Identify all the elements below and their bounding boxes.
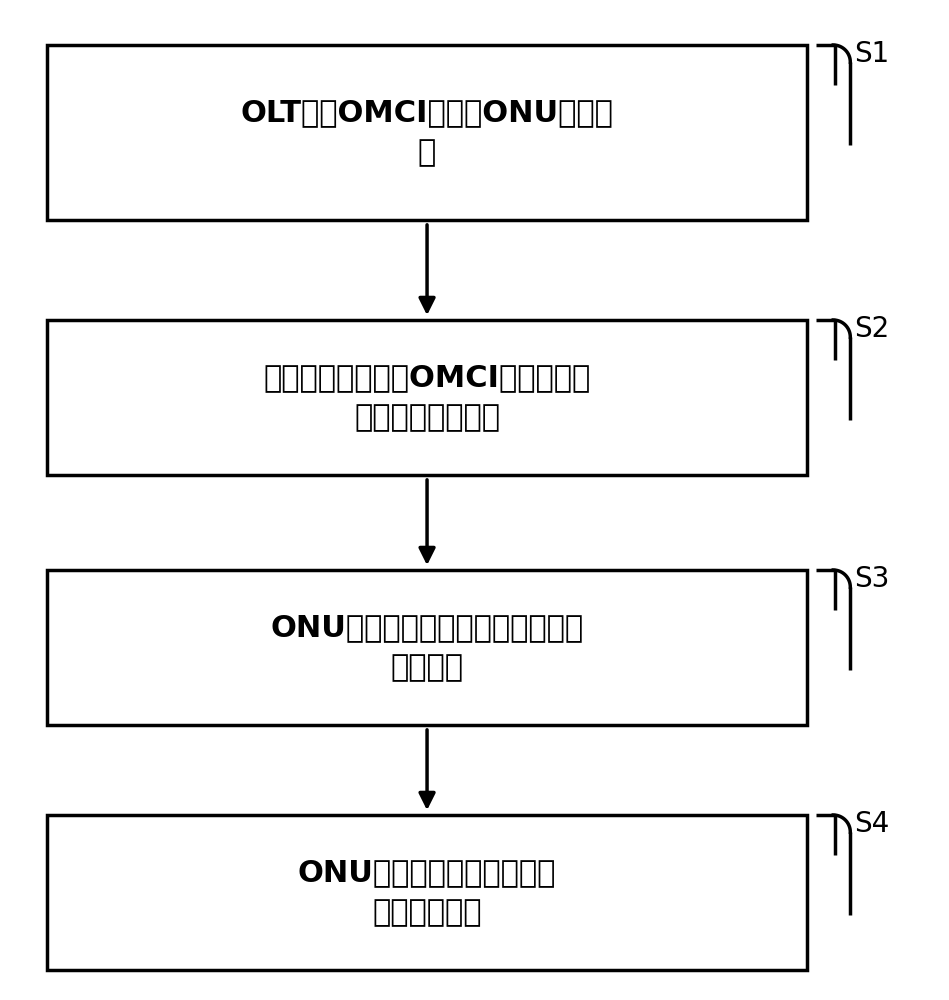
- Text: OLT通过OMCI协议给ONU下发业
务: OLT通过OMCI协议给ONU下发业 务: [241, 98, 613, 167]
- Text: ONU根据业务模型分析结果自适应
设备类型: ONU根据业务模型分析结果自适应 设备类型: [270, 613, 584, 682]
- Text: S1: S1: [854, 40, 889, 68]
- Bar: [47, 45, 807, 220]
- Bar: [47, 570, 807, 725]
- Bar: [47, 320, 807, 475]
- Text: S4: S4: [854, 810, 889, 838]
- Text: ONU指示相应业务实现单元
进行业务实现: ONU指示相应业务实现单元 进行业务实现: [298, 858, 556, 927]
- Text: S3: S3: [854, 565, 889, 593]
- Text: 根据所述业务中的OMCI协议报文，
分析得到业务模型: 根据所述业务中的OMCI协议报文， 分析得到业务模型: [264, 363, 590, 432]
- Bar: [47, 815, 807, 970]
- Text: S2: S2: [854, 315, 889, 343]
